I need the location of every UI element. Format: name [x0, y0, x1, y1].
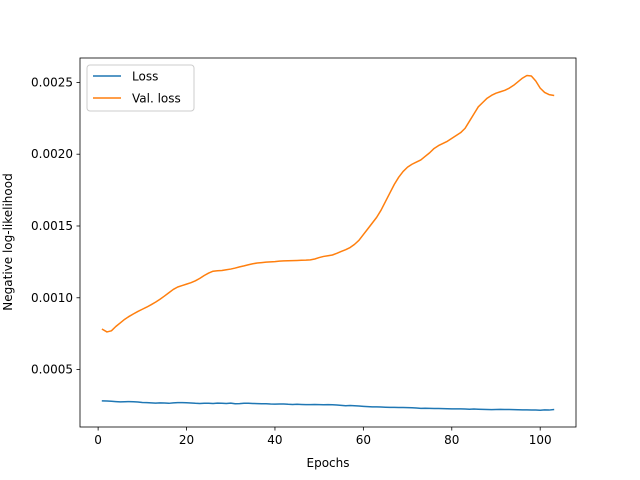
y-tick-label: 0.0015: [31, 219, 73, 233]
legend: Loss Val. loss: [86, 64, 195, 112]
axes-layer: 0 20 40 60 80 100 0.0005 0.0010 0.0015 0.0020 0.00…: [31, 57, 577, 447]
y-axis-label: Negative log-likelihood: [1, 173, 15, 310]
x-tick-label: 0: [94, 433, 102, 447]
series-line-loss: [101, 400, 555, 411]
x-tick-label: 60: [356, 433, 371, 447]
series-line-val-loss: [101, 74, 555, 333]
legend-label-loss: Loss: [132, 70, 158, 84]
x-tick-label: 100: [529, 433, 552, 447]
y-tick-label: 0.0025: [31, 75, 73, 89]
axes-frame: [79, 57, 577, 428]
x-tick-label: 20: [179, 433, 194, 447]
x-axis-label: Epochs: [307, 456, 350, 470]
legend-label-val-loss: Val. loss: [132, 92, 181, 106]
y-tick-label: 0.0020: [31, 147, 73, 161]
y-tick-label: 0.0010: [31, 291, 73, 305]
y-tick-label: 0.0005: [31, 363, 73, 377]
x-tick-label: 80: [444, 433, 459, 447]
x-tick-label: 40: [267, 433, 282, 447]
series-layer: [101, 74, 555, 411]
